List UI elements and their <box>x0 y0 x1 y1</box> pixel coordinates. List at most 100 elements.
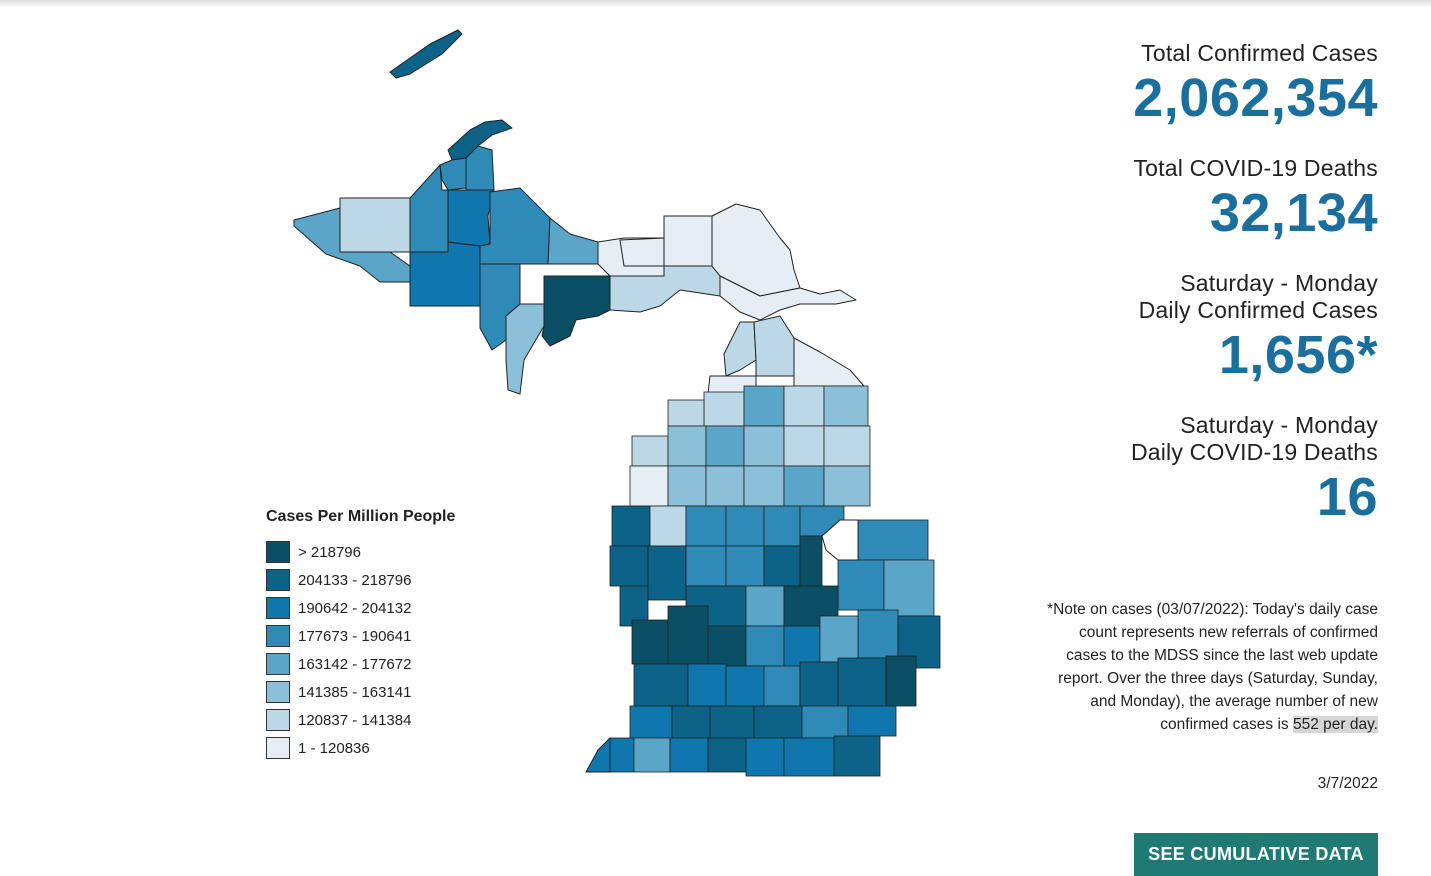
county-montmorency[interactable] <box>783 385 825 427</box>
county-jackson[interactable] <box>753 705 803 739</box>
county-roscommon[interactable] <box>743 465 785 507</box>
county-genesee[interactable] <box>819 615 859 663</box>
county-branch[interactable] <box>707 737 747 773</box>
county-oscoda[interactable] <box>783 425 825 467</box>
county-iosco[interactable] <box>823 465 871 507</box>
county-alpena[interactable] <box>823 385 869 427</box>
legend-swatch <box>266 737 290 759</box>
total-deaths-label: Total COVID-19 Deaths <box>1133 155 1378 181</box>
county-marquette[interactable] <box>447 189 495 247</box>
county-alcona[interactable] <box>823 425 871 467</box>
county-gladwin[interactable] <box>763 505 801 547</box>
legend-items: > 218796 204133 - 218796 190642 - 204132 17… <box>266 538 496 762</box>
county-missaukee[interactable] <box>705 465 745 507</box>
county-muskegon[interactable] <box>619 585 649 627</box>
county-ingham[interactable] <box>763 665 801 707</box>
county-tuscola[interactable] <box>837 559 885 611</box>
county-gratiot[interactable] <box>745 585 785 627</box>
county-ionia[interactable] <box>707 625 747 667</box>
county-sanilac[interactable] <box>883 559 935 617</box>
top-shadow-bar <box>0 0 1431 8</box>
county-huron[interactable] <box>857 519 929 561</box>
legend-swatch <box>266 625 290 647</box>
note-text: *Note on cases (03/07/2022): Today's dai… <box>1047 601 1378 733</box>
legend-swatch <box>266 709 290 731</box>
county-midland[interactable] <box>763 545 801 587</box>
county-ontonagon[interactable] <box>339 197 411 253</box>
county-mason[interactable] <box>611 505 651 547</box>
county-allegan[interactable] <box>633 663 689 707</box>
county-bay[interactable] <box>799 535 823 587</box>
county-mecosta[interactable] <box>685 545 727 587</box>
daily-deaths-label-line2: Daily COVID-19 Deaths <box>1130 439 1378 465</box>
county-leelanau[interactable] <box>667 399 705 427</box>
legend-label: 177673 - 190641 <box>298 627 412 645</box>
county-emmet[interactable] <box>723 321 757 377</box>
county-kent[interactable] <box>667 605 709 665</box>
total-cases-block: Total Confirmed Cases 2,062,354 <box>958 40 1378 129</box>
county-hillsdale[interactable] <box>745 737 785 777</box>
legend-item: > 218796 <box>266 538 496 566</box>
county-lenawee[interactable] <box>783 737 835 777</box>
daily-deaths-block: Saturday - Monday Daily COVID-19 Deaths … <box>958 412 1378 528</box>
county-cass[interactable] <box>633 737 671 773</box>
county-presque-isle[interactable] <box>793 337 865 387</box>
county-monroe[interactable] <box>833 735 881 777</box>
county-alger[interactable] <box>547 217 599 265</box>
legend-swatch <box>266 681 290 703</box>
county-manistee[interactable] <box>629 465 669 507</box>
county-grand-traverse[interactable] <box>667 425 707 467</box>
county-ottawa[interactable] <box>631 619 669 665</box>
county-newaygo[interactable] <box>647 545 687 601</box>
see-cumulative-data-button[interactable]: SEE CUMULATIVE DATA <box>1134 833 1378 876</box>
county-washtenaw[interactable] <box>801 705 849 739</box>
county-benzie[interactable] <box>631 435 669 467</box>
county-osceola[interactable] <box>685 505 727 547</box>
county-otsego[interactable] <box>743 385 785 427</box>
county-marquette-east[interactable] <box>479 187 551 265</box>
county-wayne[interactable] <box>847 705 897 737</box>
legend-item: 204133 - 218796 <box>266 566 496 594</box>
county-mackinac-east[interactable] <box>719 275 857 321</box>
county-oceana[interactable] <box>609 545 649 587</box>
county-macomb[interactable] <box>885 655 917 707</box>
county-barry[interactable] <box>687 663 727 707</box>
legend-label: 163142 - 177672 <box>298 655 412 673</box>
county-baraga[interactable] <box>465 145 495 191</box>
legend-item: 120837 - 141384 <box>266 706 496 734</box>
county-clinton[interactable] <box>745 625 785 667</box>
cases-note: *Note on cases (03/07/2022): Today's dai… <box>1038 598 1378 736</box>
daily-deaths-label-line1: Saturday - Monday <box>1180 412 1378 438</box>
county-wexford[interactable] <box>667 465 707 507</box>
county-delta[interactable] <box>541 275 611 347</box>
county-shiawassee[interactable] <box>783 625 821 667</box>
county-calhoun[interactable] <box>709 705 755 739</box>
county-oakland[interactable] <box>837 657 887 707</box>
county-berrien[interactable] <box>609 737 635 773</box>
county-st-joseph[interactable] <box>669 737 709 773</box>
county-lapeer[interactable] <box>857 609 899 659</box>
legend-swatch <box>266 569 290 591</box>
county-lake[interactable] <box>649 505 687 547</box>
county-antrim[interactable] <box>703 391 745 427</box>
county-menominee[interactable] <box>505 303 545 395</box>
county-luce[interactable] <box>663 215 713 267</box>
county-eaton[interactable] <box>725 665 765 707</box>
legend-label: 190642 - 204132 <box>298 599 412 617</box>
county-ogemaw[interactable] <box>783 465 825 507</box>
county-cheboygan[interactable] <box>753 315 795 377</box>
county-isabella[interactable] <box>725 545 765 587</box>
county-kalamazoo[interactable] <box>671 705 711 739</box>
michigan-county-map[interactable] <box>280 20 960 800</box>
county-kalkaska[interactable] <box>705 425 745 467</box>
county-van-buren[interactable] <box>629 705 673 739</box>
county-houghton[interactable] <box>439 157 467 191</box>
county-livingston[interactable] <box>799 661 839 707</box>
daily-cases-block: Saturday - Monday Daily Confirmed Cases … <box>958 270 1378 386</box>
county-clare[interactable] <box>725 505 765 547</box>
legend-title: Cases Per Million People <box>266 508 456 525</box>
county-crawford[interactable] <box>743 425 785 467</box>
update-date: 3/7/2022 <box>1317 775 1378 792</box>
county-upper-small[interactable] <box>619 237 665 267</box>
county-keweenaw-isle-royale[interactable] <box>389 29 463 79</box>
